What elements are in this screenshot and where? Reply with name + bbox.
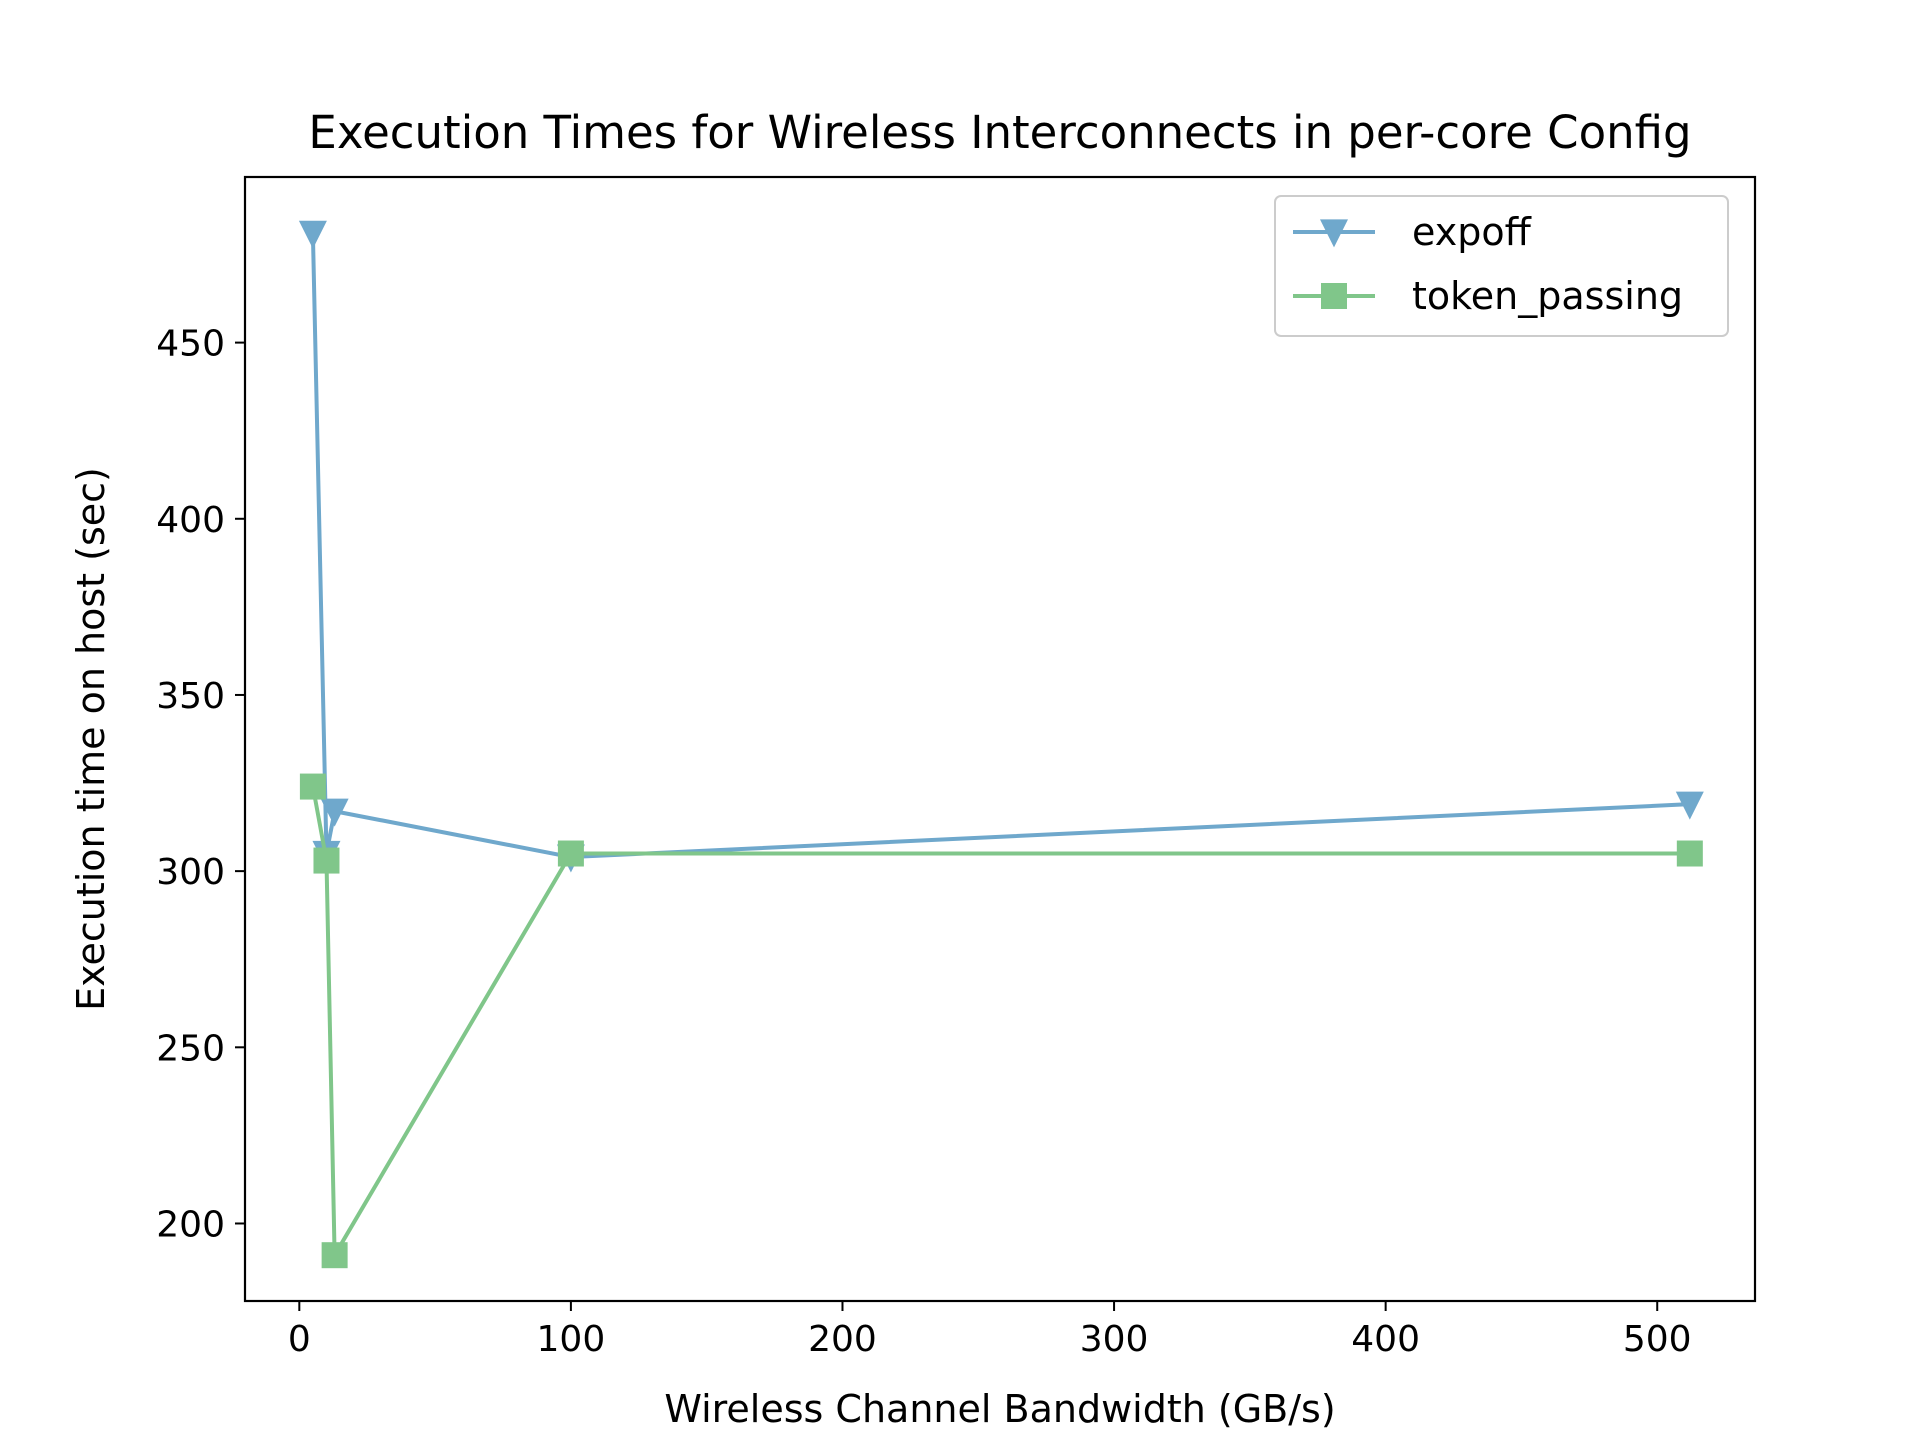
x-axis: 0 100 200 300 400 500 xyxy=(288,1301,1692,1360)
data-point-token_passing xyxy=(1676,840,1703,867)
series-token_passing xyxy=(299,773,1703,1269)
x-tick-label: 0 xyxy=(288,1319,311,1360)
y-tick-label: 350 xyxy=(156,676,225,717)
legend-label-token_passing: token_passing xyxy=(1412,274,1683,318)
legend-box xyxy=(1274,195,1729,337)
y-tick-label: 400 xyxy=(156,500,225,541)
legend-marker-token_passing xyxy=(1321,283,1347,309)
plot-frame xyxy=(243,175,1757,1303)
data-point-expoff xyxy=(1675,791,1704,820)
y-tick-label: 200 xyxy=(156,1204,225,1245)
data-point-token_passing xyxy=(557,840,584,867)
chart-title: Execution Times for Wireless Interconnec… xyxy=(308,106,1691,159)
x-tick-label: 100 xyxy=(537,1319,606,1360)
legend: expoff token_passing xyxy=(1274,195,1729,337)
x-tick-label: 200 xyxy=(808,1319,877,1360)
data-point-expoff xyxy=(320,798,349,827)
y-axis-label: Execution time on host (sec) xyxy=(69,467,113,1011)
x-tick-label: 400 xyxy=(1351,1319,1420,1360)
y-tick-label: 250 xyxy=(156,1028,225,1069)
legend-marker-expoff xyxy=(1320,219,1348,248)
x-tick-label: 300 xyxy=(1080,1319,1149,1360)
x-tick-label: 500 xyxy=(1623,1319,1692,1360)
y-tick-label: 300 xyxy=(156,852,225,893)
data-point-token_passing xyxy=(299,773,326,800)
data-point-token_passing xyxy=(313,847,340,874)
data-point-expoff xyxy=(298,220,327,249)
plot-area xyxy=(298,220,1704,1269)
data-point-token_passing xyxy=(321,1242,348,1269)
y-axis: 200 250 300 350 400 450 xyxy=(156,324,245,1245)
x-axis-label: Wireless Channel Bandwidth (GB/s) xyxy=(664,1387,1335,1431)
y-tick-label: 450 xyxy=(156,324,225,365)
legend-label-expoff: expoff xyxy=(1412,210,1532,254)
series-line-token_passing xyxy=(310,786,1690,1258)
